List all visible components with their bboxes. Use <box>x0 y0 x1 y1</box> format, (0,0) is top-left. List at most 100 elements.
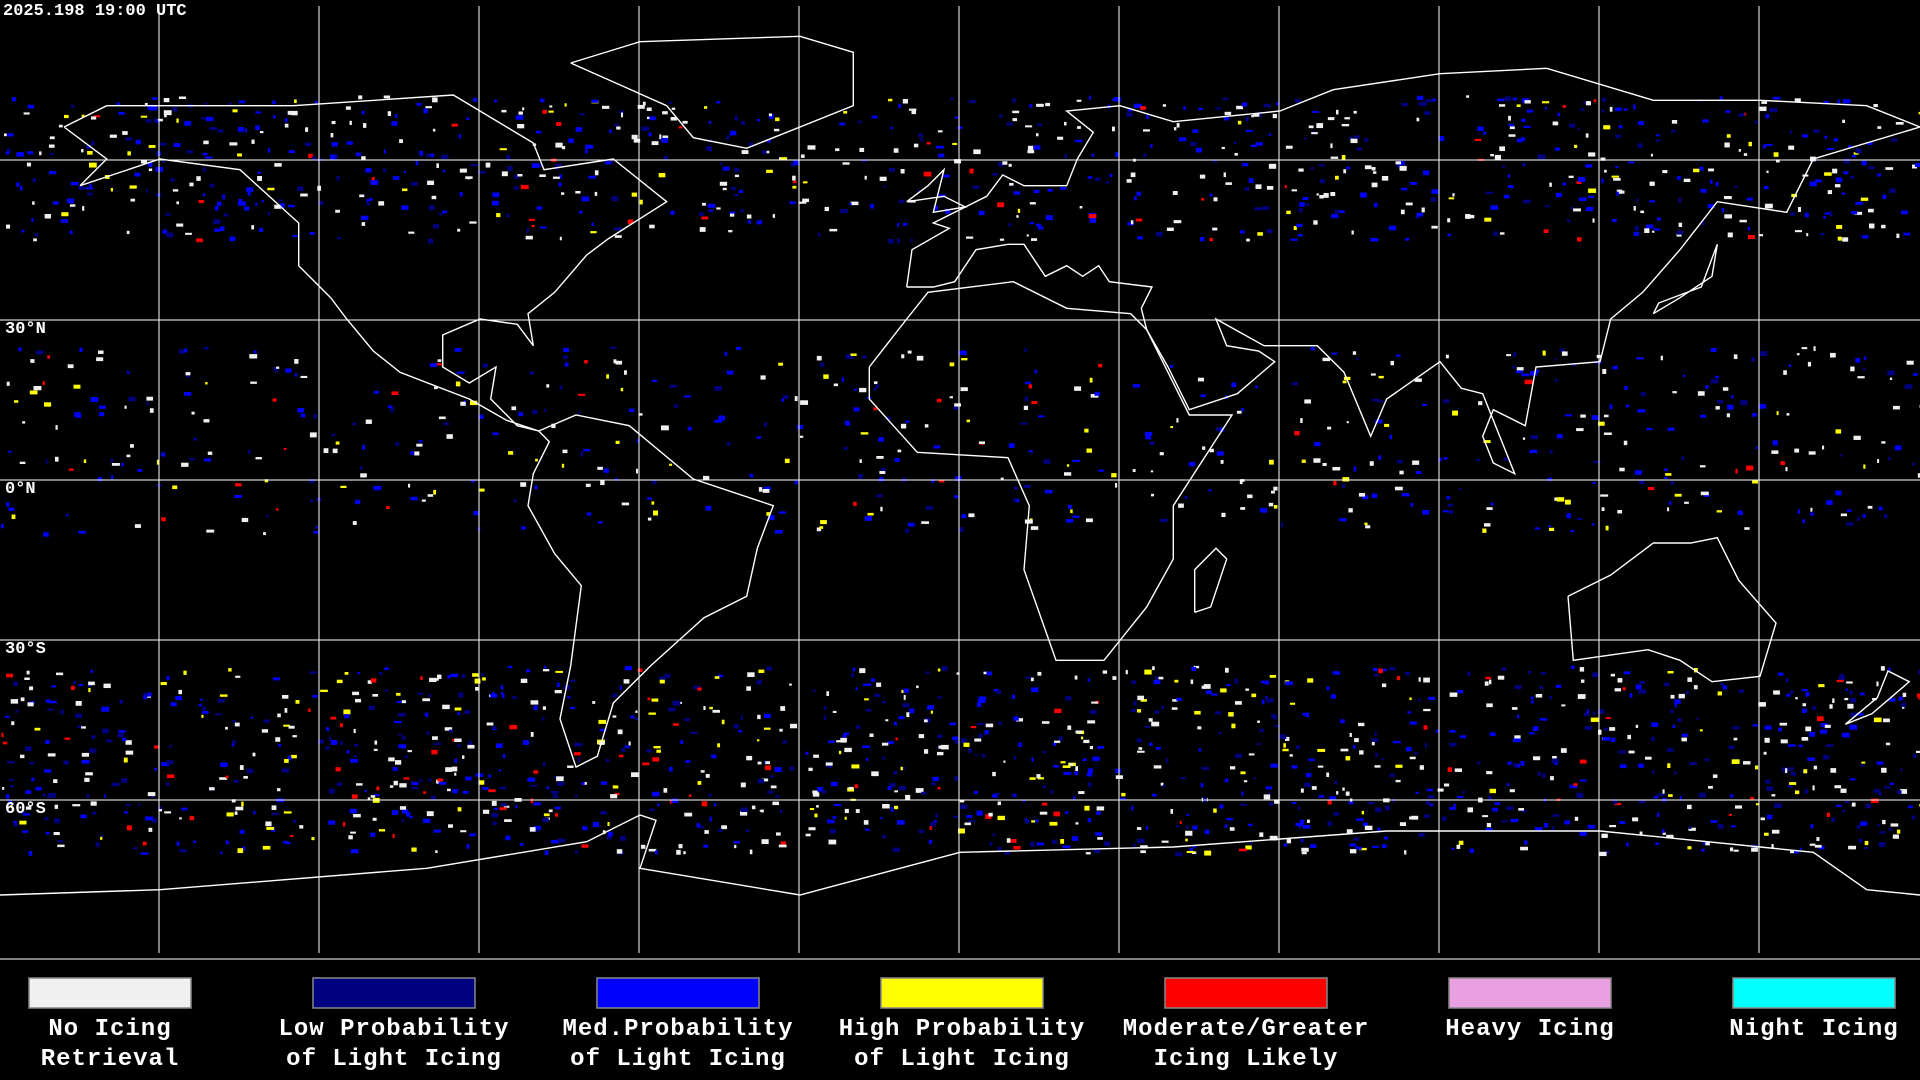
icing-pixel <box>1804 788 1808 794</box>
icing-pixel <box>225 775 229 779</box>
icing-pixel <box>1887 370 1895 376</box>
icing-pixel <box>611 693 618 698</box>
icing-pixel <box>81 114 85 118</box>
icing-pixel <box>1672 391 1677 394</box>
icing-pixel <box>1126 112 1133 117</box>
icing-pixel <box>300 413 306 418</box>
icing-pixel <box>1291 189 1297 192</box>
icing-pixel <box>649 116 656 121</box>
icing-pixel <box>766 512 770 516</box>
icing-pixel <box>1738 689 1745 693</box>
icing-pixel <box>1273 486 1278 491</box>
icing-pixel <box>1810 507 1813 512</box>
icing-pixel <box>146 401 149 406</box>
icing-pixel <box>1418 698 1421 702</box>
icing-pixel <box>960 804 968 810</box>
icing-pixel <box>556 776 564 782</box>
icing-pixel <box>1809 843 1816 846</box>
icing-pixel <box>1628 161 1635 164</box>
icing-pixel <box>158 809 163 812</box>
icing-pixel <box>648 132 652 137</box>
icing-pixel <box>1733 849 1739 852</box>
icing-pixel <box>684 718 691 722</box>
icing-pixel <box>125 750 134 755</box>
icing-pixel <box>1314 442 1321 447</box>
icing-pixel <box>628 741 631 746</box>
icing-pixel <box>1436 729 1440 733</box>
icing-pixel <box>267 148 271 153</box>
icing-pixel <box>1459 735 1467 739</box>
coastline <box>570 35 854 150</box>
icing-pixel <box>938 745 943 749</box>
icing-pixel <box>1913 373 1918 376</box>
icing-pixel <box>976 722 985 725</box>
icing-pixel <box>559 385 563 390</box>
icing-pixel <box>1899 789 1908 794</box>
icing-pixel <box>1888 456 1891 461</box>
icing-pixel <box>166 675 170 680</box>
icing-pixel <box>973 149 981 155</box>
legend-swatch <box>1164 977 1328 1009</box>
icing-pixel <box>263 532 266 536</box>
icing-pixel <box>90 397 99 402</box>
icing-pixel <box>1842 119 1845 123</box>
icing-pixel <box>1431 225 1438 229</box>
icing-pixel <box>13 681 18 687</box>
icing-pixel <box>551 423 556 429</box>
icing-pixel <box>1384 423 1390 427</box>
icing-pixel <box>955 740 959 744</box>
icing-pixel <box>569 679 576 682</box>
icing-pixel <box>145 816 153 821</box>
icing-pixel <box>845 354 854 359</box>
icing-pixel <box>1494 154 1501 160</box>
icing-pixel <box>821 789 827 794</box>
icing-pixel <box>765 761 771 765</box>
icing-pixel <box>1859 692 1865 696</box>
icing-pixel <box>1296 223 1303 227</box>
icing-pixel <box>445 767 453 772</box>
icing-pixel <box>67 364 74 369</box>
icing-pixel <box>1150 470 1154 473</box>
icing-pixel <box>1627 734 1632 740</box>
icing-pixel <box>684 812 693 817</box>
icing-pixel <box>43 532 49 537</box>
icing-pixel <box>238 100 246 104</box>
icing-pixel <box>1 524 4 529</box>
icing-pixel <box>1192 845 1197 848</box>
icing-pixel <box>933 445 941 449</box>
icing-pixel <box>1052 742 1057 747</box>
icing-pixel <box>1004 850 1011 855</box>
icing-pixel <box>1577 237 1582 242</box>
icing-pixel <box>1477 126 1484 132</box>
icing-pixel <box>1414 752 1419 755</box>
icing-pixel <box>820 520 827 525</box>
icing-pixel <box>1746 465 1754 471</box>
icing-pixel <box>1598 729 1602 735</box>
icing-pixel <box>1562 105 1566 108</box>
icing-pixel <box>1220 460 1224 464</box>
icing-pixel <box>1075 139 1083 143</box>
icing-pixel <box>395 113 398 119</box>
icing-pixel <box>261 729 269 733</box>
icing-pixel <box>976 810 983 816</box>
icing-pixel <box>1013 498 1017 503</box>
icing-pixel <box>1449 692 1458 697</box>
icing-pixel <box>1291 382 1299 386</box>
icing-pixel <box>1425 99 1433 103</box>
icing-pixel <box>953 406 959 410</box>
icing-pixel <box>1190 679 1194 684</box>
icing-pixel <box>1231 723 1236 729</box>
icing-pixel <box>1818 684 1825 688</box>
icing-pixel <box>1444 783 1450 787</box>
icing-pixel <box>375 794 380 797</box>
icing-pixel <box>272 398 277 402</box>
icing-pixel <box>1140 106 1147 110</box>
icing-pixel <box>1284 185 1288 188</box>
icing-pixel <box>1074 771 1079 775</box>
icing-pixel <box>1421 207 1425 213</box>
icing-pixel <box>708 793 712 797</box>
icing-pixel <box>7 148 11 153</box>
icing-pixel <box>1045 215 1053 221</box>
icing-pixel <box>1842 732 1850 738</box>
icing-pixel <box>403 777 410 780</box>
